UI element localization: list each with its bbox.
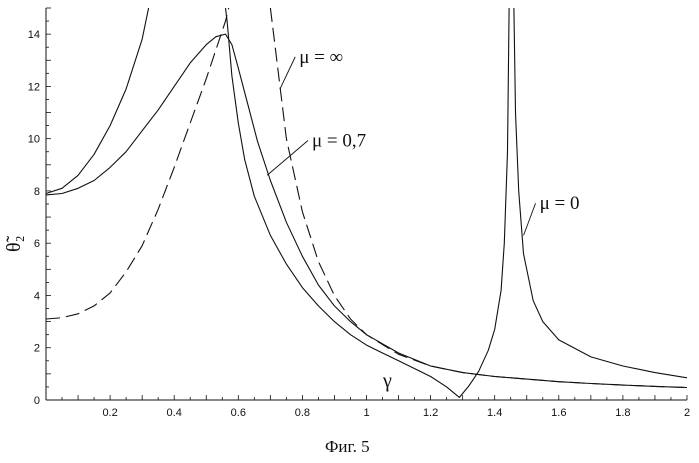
y-tick-label: 4 [34,290,40,302]
y-tick-label: 8 [34,186,40,198]
x-tick-label: 1.2 [423,407,438,419]
series-group [46,8,687,397]
series-line-2 [46,34,687,387]
figure-caption: Фиг. 5 [325,437,370,456]
annotation-leader [524,203,536,235]
y-tick-label: 6 [34,238,40,250]
annotation-leader [267,141,308,176]
x-tick-label: 1 [363,407,369,419]
y-tick-label: 2 [34,343,40,355]
series-line-1 [46,8,687,388]
x-tick-label: 1.4 [487,407,502,419]
annotation-label-2: μ = 0,7 [312,131,366,152]
annotations: μ = ∞ μ = 0,7 μ = 0 [267,47,579,235]
x-tick-label: 0.2 [102,407,117,419]
annotation-leader [280,57,295,89]
x-tick-label: 1.8 [615,407,630,419]
annotation-label-1: μ = ∞ [299,47,343,68]
series-line-3 [46,8,687,397]
y-tick-label: 14 [28,29,40,41]
y-tick-label: 0 [34,395,40,407]
x-axis-label: γ [382,370,392,392]
y-tick-label: 10 [28,134,40,146]
x-tick-label: 0.8 [295,407,310,419]
x-tick-label: 1.6 [551,407,566,419]
y-tick-label: 12 [28,81,40,93]
x-tick-label: 2 [684,407,690,419]
y-axis-label: θ̃₂ [3,235,25,252]
x-tick-label: 0.6 [231,407,246,419]
annotation-label-3: μ = 0 [540,193,580,214]
x-tick-label: 0.4 [167,407,182,419]
